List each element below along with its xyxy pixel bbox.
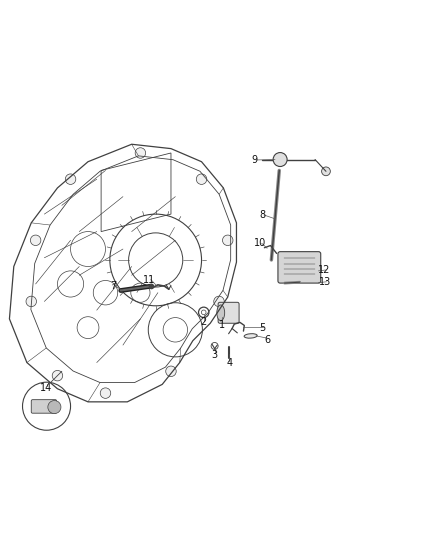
Text: 2: 2 xyxy=(201,317,207,327)
Text: 1: 1 xyxy=(219,320,226,330)
Circle shape xyxy=(30,235,41,246)
FancyBboxPatch shape xyxy=(287,258,312,277)
Circle shape xyxy=(282,255,288,261)
Text: 13: 13 xyxy=(318,277,331,287)
Text: 12: 12 xyxy=(318,265,330,275)
Circle shape xyxy=(48,400,61,414)
Ellipse shape xyxy=(217,305,225,321)
Circle shape xyxy=(282,273,288,280)
Text: 11: 11 xyxy=(143,274,155,285)
Circle shape xyxy=(311,273,317,280)
Text: 14: 14 xyxy=(40,383,53,393)
Circle shape xyxy=(166,366,176,376)
Circle shape xyxy=(65,174,76,184)
FancyBboxPatch shape xyxy=(31,400,57,413)
Circle shape xyxy=(311,255,317,261)
FancyBboxPatch shape xyxy=(278,252,321,283)
Text: 7: 7 xyxy=(110,281,117,291)
Circle shape xyxy=(273,152,287,166)
Text: 4: 4 xyxy=(226,358,233,368)
FancyBboxPatch shape xyxy=(218,302,239,323)
Circle shape xyxy=(135,148,146,158)
Text: 8: 8 xyxy=(260,210,266,220)
Circle shape xyxy=(52,370,63,381)
Text: 9: 9 xyxy=(252,155,258,165)
Text: 3: 3 xyxy=(212,350,218,360)
Circle shape xyxy=(26,296,36,306)
Text: 10: 10 xyxy=(254,238,267,248)
Circle shape xyxy=(214,296,224,306)
Circle shape xyxy=(196,174,207,184)
Text: 5: 5 xyxy=(260,324,266,334)
Circle shape xyxy=(223,235,233,246)
Text: 6: 6 xyxy=(264,335,270,345)
Ellipse shape xyxy=(244,334,257,338)
Circle shape xyxy=(100,388,111,398)
Circle shape xyxy=(321,167,330,176)
